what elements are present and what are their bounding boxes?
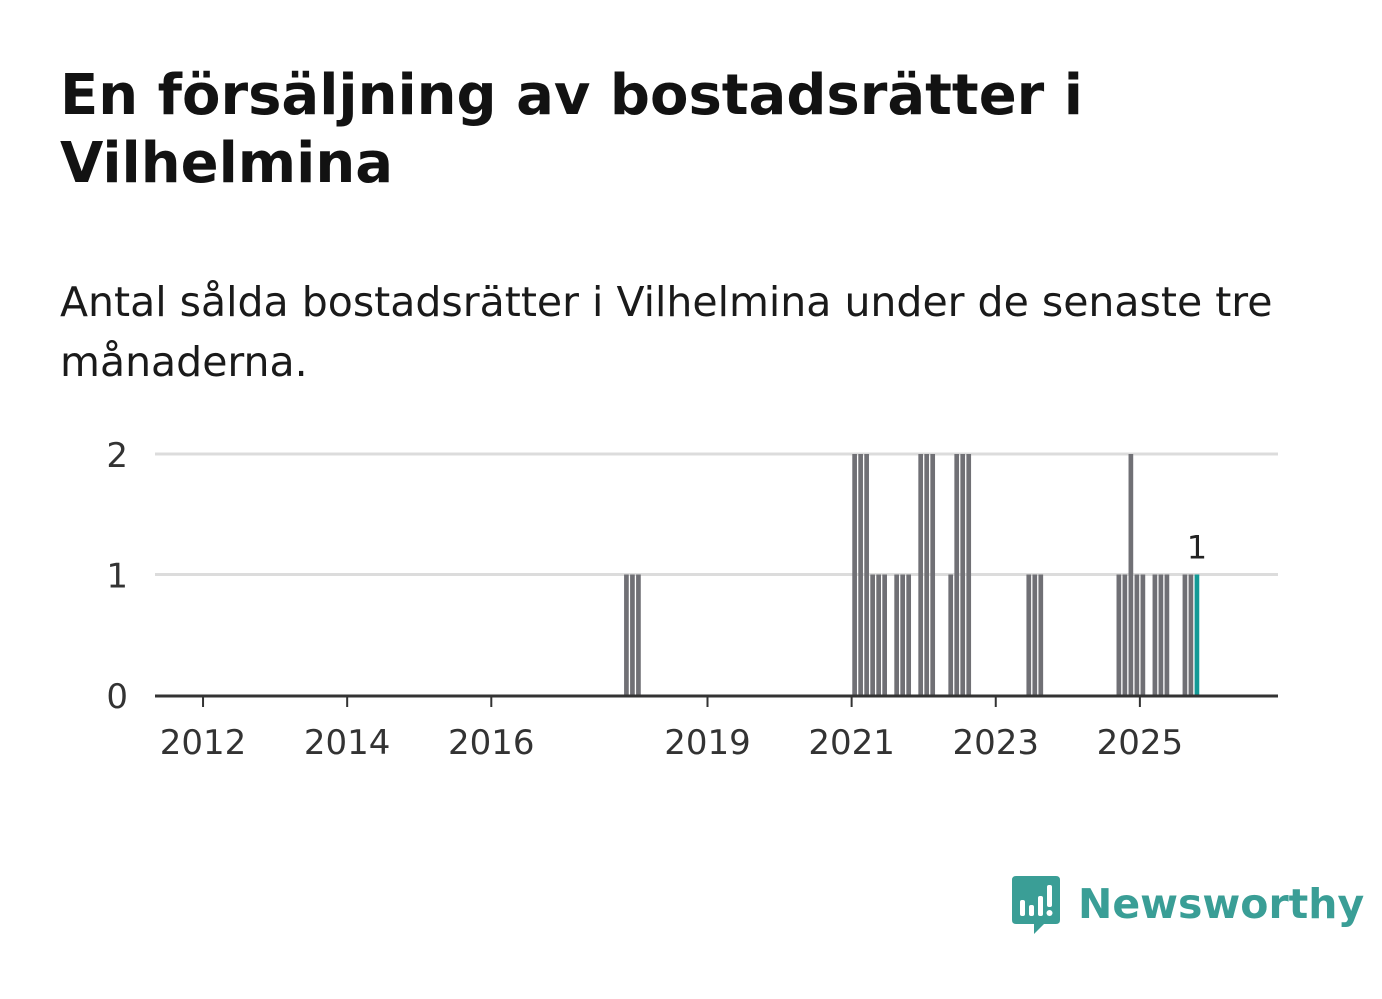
bar [1188, 574, 1194, 695]
bar [918, 454, 924, 695]
bar [966, 454, 972, 695]
bar [894, 574, 900, 695]
bar [930, 454, 936, 695]
x-tick-label: 2025 [1097, 723, 1184, 763]
axes [155, 694, 1278, 707]
y-tick-label: 1 [106, 557, 128, 597]
bar [1158, 574, 1164, 695]
bar [924, 454, 930, 695]
x-tick-label: 2021 [808, 723, 895, 763]
bar [1038, 574, 1044, 695]
y-tick-label: 0 [106, 677, 128, 717]
bar [1128, 454, 1134, 695]
bar [954, 454, 960, 695]
chart-subtitle: Antal sålda bostadsrätter i Vilhelmina u… [60, 278, 1273, 386]
bar [630, 574, 635, 695]
bar [1134, 574, 1140, 695]
bar [882, 574, 887, 695]
bar [852, 454, 857, 695]
chart-title: En försäljning av bostadsrätter i Vilhel… [60, 63, 1083, 196]
bar [858, 454, 863, 695]
bar [1122, 574, 1128, 695]
labels: 0 1 2 1 2012 2014 2016 2019 2021 2023 2025 [106, 436, 1207, 763]
x-tick-label: 2019 [664, 723, 751, 763]
bar [900, 574, 906, 695]
bar [1152, 574, 1158, 695]
grid-lines [155, 452, 1278, 576]
brand-logo: Newsworthy [1010, 876, 1364, 942]
bar [1140, 574, 1146, 695]
y-tick-label: 2 [106, 436, 128, 476]
bar [1116, 574, 1122, 695]
bar-highlight [1194, 574, 1200, 695]
bar [906, 574, 912, 695]
bar [960, 454, 966, 695]
newsworthy-chart-bubble-icon [1012, 876, 1060, 934]
bar [876, 574, 881, 695]
bars [624, 454, 1200, 695]
bar [624, 574, 629, 695]
bar [1182, 574, 1188, 695]
bar [1026, 574, 1032, 695]
bar [1032, 574, 1038, 695]
x-tick-label: 2012 [160, 723, 247, 763]
x-tick-label: 2016 [448, 723, 535, 763]
bar [636, 574, 641, 695]
bar [1164, 574, 1170, 695]
bar-value-label: 1 [1187, 529, 1207, 567]
brand-name: Newsworthy [1078, 880, 1365, 928]
bar [948, 574, 954, 695]
x-tick-label: 2014 [304, 723, 391, 763]
bar [864, 454, 869, 695]
bar [870, 574, 875, 695]
x-tick-label: 2023 [952, 723, 1039, 763]
